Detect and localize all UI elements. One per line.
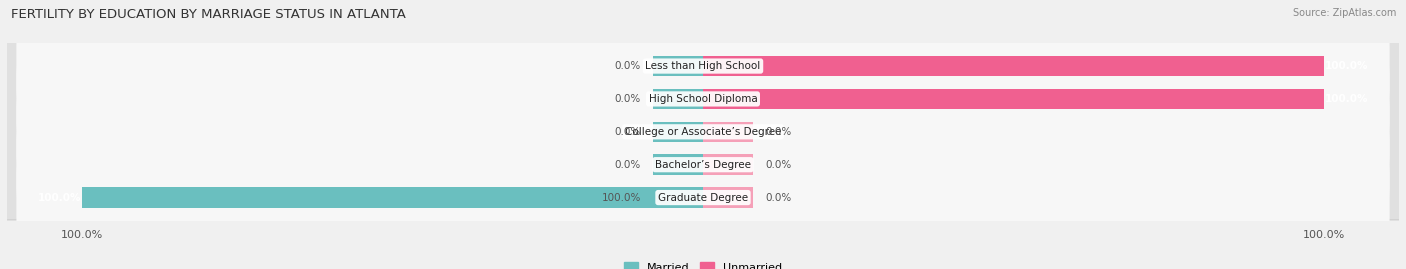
FancyBboxPatch shape xyxy=(4,129,1402,266)
Text: Bachelor’s Degree: Bachelor’s Degree xyxy=(655,160,751,170)
Text: High School Diploma: High School Diploma xyxy=(648,94,758,104)
Text: Less than High School: Less than High School xyxy=(645,61,761,71)
Bar xyxy=(82,187,703,208)
Bar xyxy=(654,122,703,142)
Text: FERTILITY BY EDUCATION BY MARRIAGE STATUS IN ATLANTA: FERTILITY BY EDUCATION BY MARRIAGE STATU… xyxy=(11,8,406,21)
FancyBboxPatch shape xyxy=(4,30,1402,168)
FancyBboxPatch shape xyxy=(17,16,1389,116)
Bar xyxy=(654,89,703,109)
Bar xyxy=(703,89,1324,109)
Text: 0.0%: 0.0% xyxy=(765,127,792,137)
Text: 0.0%: 0.0% xyxy=(614,127,641,137)
FancyBboxPatch shape xyxy=(17,49,1389,149)
Bar xyxy=(654,154,703,175)
Bar xyxy=(654,56,703,76)
FancyBboxPatch shape xyxy=(17,147,1389,248)
FancyBboxPatch shape xyxy=(4,0,1402,135)
FancyBboxPatch shape xyxy=(4,63,1402,200)
Text: 100.0%: 100.0% xyxy=(38,193,82,203)
Text: 100.0%: 100.0% xyxy=(602,193,641,203)
Bar xyxy=(703,187,752,208)
Text: College or Associate’s Degree: College or Associate’s Degree xyxy=(624,127,782,137)
Text: Source: ZipAtlas.com: Source: ZipAtlas.com xyxy=(1292,8,1396,18)
Text: 100.0%: 100.0% xyxy=(1324,61,1368,71)
Text: 100.0%: 100.0% xyxy=(1324,94,1368,104)
FancyBboxPatch shape xyxy=(17,115,1389,215)
Text: 0.0%: 0.0% xyxy=(765,160,792,170)
Bar xyxy=(703,56,1324,76)
FancyBboxPatch shape xyxy=(17,82,1389,182)
Legend: Married, Unmarried: Married, Unmarried xyxy=(620,257,786,269)
Text: 0.0%: 0.0% xyxy=(614,61,641,71)
FancyBboxPatch shape xyxy=(4,96,1402,233)
Text: 0.0%: 0.0% xyxy=(614,160,641,170)
Bar xyxy=(703,154,752,175)
Text: 0.0%: 0.0% xyxy=(614,94,641,104)
Text: 0.0%: 0.0% xyxy=(765,193,792,203)
Bar xyxy=(703,122,752,142)
Text: Graduate Degree: Graduate Degree xyxy=(658,193,748,203)
